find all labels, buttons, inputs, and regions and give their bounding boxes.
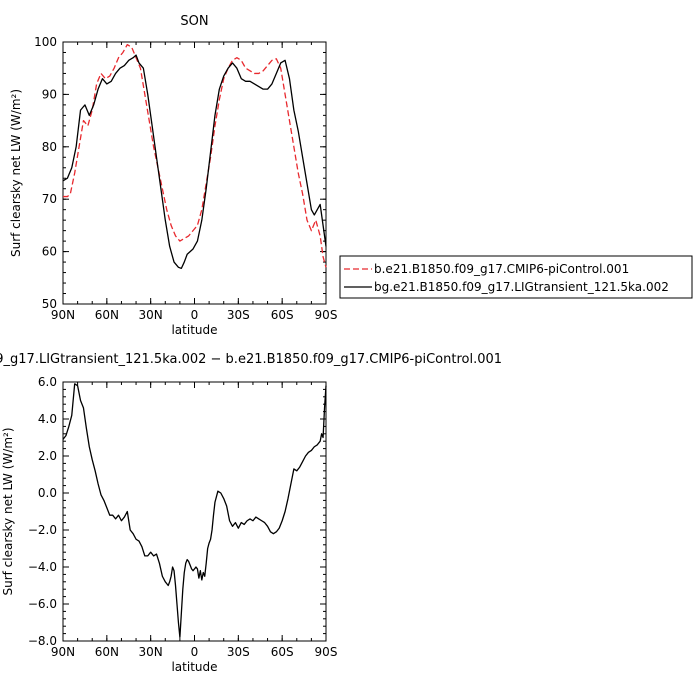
y-tick-label: 80 [42,140,57,154]
y-tick-label: 90 [42,87,57,101]
x-tick-label: 30S [227,645,250,659]
series-line-2 [62,54,327,270]
x-tick-label: 60N [95,645,119,659]
bottom-panel: 90N 60N 30N 0 30S 60S 90S −8.0 −6.0 −4.0 −2.0 0.0 2.… [0,352,502,674]
y-tick-label: −6.0 [28,597,57,611]
plot-frame [62,41,327,305]
legend: b.e21.B1850.f09_g17.CMIP6-piControl.001b… [339,255,693,299]
chart-title: bg.e21.B1850.f09_g17.LIGtransient_121.5k… [0,352,502,367]
x-axis-label: latitude [171,660,217,674]
y-tick-label: 70 [42,192,57,206]
x-tick-label: 90S [315,308,338,322]
x-tick-label: 90N [51,308,75,322]
x-axis-label: latitude [171,323,217,337]
y-tick-label: 4.0 [38,412,57,426]
chart-title: SON [180,14,208,29]
series-line-1 [63,43,327,268]
plot-frame [62,381,327,642]
y-axis-label: Surf clearsky net LW (W/m²) [1,427,15,595]
y-tick-label: −8.0 [28,634,57,648]
y-tick-label: 2.0 [38,449,57,463]
y-tick-label: 60 [42,245,57,259]
x-tick-label: 30N [139,308,163,322]
x-tick-label: 30S [227,308,250,322]
x-tick-label: 0 [191,645,199,659]
x-tick-label: 30N [139,645,163,659]
y-tick-label: 0.0 [38,486,57,500]
y-tick-label: 6.0 [38,375,57,389]
legend-box [339,255,693,299]
top-panel: 90N 60N 30N 0 30S 60S 90S 50 60 70 80 90 100 SON latit… [9,14,337,337]
y-tick-label: 100 [34,35,57,49]
series-line-1 [62,383,327,638]
y-tick-label: 50 [42,297,57,311]
x-tick-label: 90S [315,645,338,659]
x-tick-label: 60N [95,308,119,322]
x-tick-label: 60S [271,645,294,659]
legend-label-2: bg.e21.B1850.f09_g17.LIGtransient_121.5k… [374,280,669,294]
x-tick-label: 0 [191,308,199,322]
y-axis-label: Surf clearsky net LW (W/m²) [9,89,23,257]
x-tick-label: 60S [271,308,294,322]
legend-label-1: b.e21.B1850.f09_g17.CMIP6-piControl.001 [374,262,629,276]
y-tick-label: −2.0 [28,523,57,537]
x-tick-label: 90N [51,645,75,659]
y-tick-label: −4.0 [28,560,57,574]
